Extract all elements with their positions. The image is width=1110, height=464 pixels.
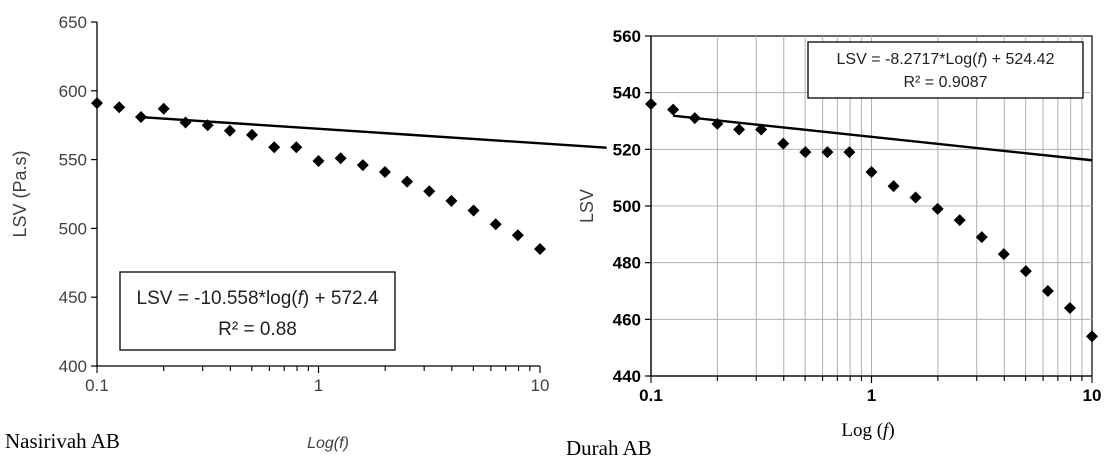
x-tick-label: 10 — [531, 376, 550, 395]
x-tick-label: 0.1 — [639, 386, 663, 405]
data-point — [290, 141, 303, 154]
data-point — [843, 146, 856, 159]
x-axis-title: Log(f) — [307, 435, 349, 452]
y-tick-label: 500 — [59, 219, 87, 238]
data-point — [489, 218, 502, 231]
x-tick-label: 1 — [867, 386, 876, 405]
y-tick-label: 480 — [613, 254, 641, 273]
data-point — [733, 123, 746, 136]
data-point — [931, 202, 944, 215]
data-point — [511, 229, 524, 242]
data-point — [378, 165, 391, 178]
data-point — [201, 119, 214, 132]
y-tick-label: 440 — [613, 367, 641, 386]
data-point — [909, 191, 922, 204]
data-point — [953, 214, 966, 227]
y-axis-title: LSV (Pa.s) — [10, 150, 30, 237]
x-axis-title: Log (f) — [841, 420, 894, 441]
y-tick-label: 520 — [613, 140, 641, 159]
y-tick-label: 560 — [613, 27, 641, 46]
data-point — [423, 185, 436, 198]
data-point — [401, 175, 414, 188]
chart-caption: Durah AB — [566, 436, 652, 460]
data-point — [887, 180, 900, 193]
data-point — [534, 243, 546, 256]
data-point — [645, 98, 657, 110]
data-point — [179, 116, 192, 129]
y-tick-label: 550 — [59, 151, 87, 170]
data-point — [799, 146, 812, 159]
data-point — [113, 101, 126, 114]
data-point — [1086, 330, 1098, 343]
data-point — [312, 154, 325, 167]
chart-caption: Nasirivah AB — [5, 429, 120, 453]
y-axis-title: LSV — [577, 189, 597, 223]
equation-box — [807, 41, 1084, 99]
data-point — [711, 117, 724, 130]
r-squared-text: R² = 0.9087 — [903, 74, 987, 91]
data-point — [777, 137, 790, 150]
data-point — [445, 194, 458, 207]
equation-text: LSV = -8.2717*Log(f) + 524.42 — [837, 51, 1055, 68]
data-point — [268, 141, 281, 154]
data-point — [1041, 285, 1054, 297]
y-tick-label: 500 — [613, 197, 641, 216]
data-point — [997, 248, 1010, 261]
data-point — [1019, 265, 1032, 278]
data-point — [975, 231, 988, 244]
y-tick-label: 600 — [59, 82, 87, 101]
y-tick-label: 650 — [59, 13, 87, 32]
data-point — [467, 204, 480, 217]
r-squared-text: R² = 0.88 — [218, 319, 297, 340]
data-point — [246, 128, 259, 141]
data-point — [865, 166, 878, 178]
equation-text: LSV = -10.558*log(f) + 572.4 — [137, 288, 379, 309]
data-point — [755, 123, 768, 136]
trendline — [142, 116, 607, 149]
y-tick-label: 540 — [613, 84, 641, 103]
x-tick-label: 1 — [314, 376, 323, 395]
x-tick-label: 0.1 — [85, 376, 109, 395]
data-point — [667, 103, 680, 116]
data-point — [688, 112, 701, 125]
equation-box — [119, 271, 396, 351]
data-point — [1063, 302, 1076, 314]
y-tick-label: 460 — [613, 310, 641, 329]
trendline — [673, 114, 1093, 162]
y-tick-label: 450 — [59, 288, 87, 307]
data-point — [223, 124, 236, 137]
data-point — [135, 110, 148, 123]
data-point — [157, 102, 170, 115]
data-point — [356, 159, 369, 172]
x-tick-label: 10 — [1083, 386, 1102, 405]
data-point — [334, 152, 347, 165]
data-point — [91, 97, 103, 110]
data-point — [821, 146, 834, 159]
y-tick-label: 400 — [59, 357, 87, 376]
